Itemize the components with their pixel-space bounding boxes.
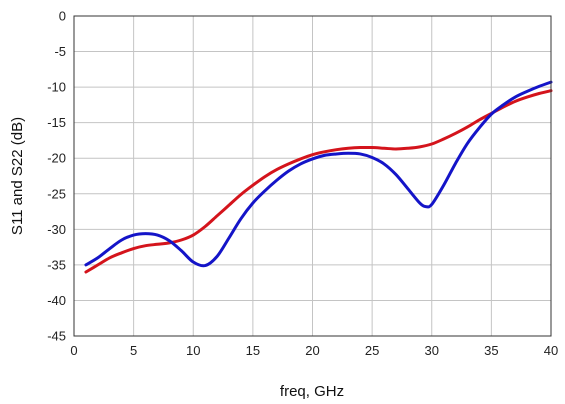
y-tick-label: 0 xyxy=(59,9,66,24)
y-tick-label: -35 xyxy=(47,257,66,272)
x-tick-label: 5 xyxy=(130,343,137,358)
x-tick-label: 15 xyxy=(246,343,260,358)
y-tick-label: -30 xyxy=(47,222,66,237)
plot-frame xyxy=(73,15,552,337)
x-tick-label: 40 xyxy=(544,343,558,358)
grid xyxy=(73,15,552,337)
y-tick-label: -40 xyxy=(47,293,66,308)
y-tick-label: -25 xyxy=(47,186,66,201)
y-tick-label: -10 xyxy=(47,80,66,95)
y-tick-label: -15 xyxy=(47,115,66,130)
series-lines xyxy=(84,80,553,274)
y-axis-label: S11 and S22 (dB) xyxy=(9,117,26,235)
y-tick-label: -5 xyxy=(54,44,66,59)
y-tick-label: -20 xyxy=(47,151,66,166)
y-tick-labels: 0 -5 -10 -15 -20 -25 -30 -35 -40 -45 xyxy=(47,9,66,344)
series-line-2 xyxy=(84,80,553,268)
x-tick-label: 25 xyxy=(365,343,379,358)
x-axis-label: freq, GHz xyxy=(280,383,344,400)
x-tick-label: 35 xyxy=(484,343,498,358)
x-tick-label: 0 xyxy=(70,343,77,358)
x-tick-label: 20 xyxy=(305,343,319,358)
y-tick-label: -45 xyxy=(47,329,66,344)
series-line-1 xyxy=(84,89,553,274)
x-tick-labels: 0 5 10 15 20 25 30 35 40 xyxy=(70,343,558,358)
x-tick-label: 10 xyxy=(186,343,200,358)
x-tick-label: 30 xyxy=(425,343,439,358)
